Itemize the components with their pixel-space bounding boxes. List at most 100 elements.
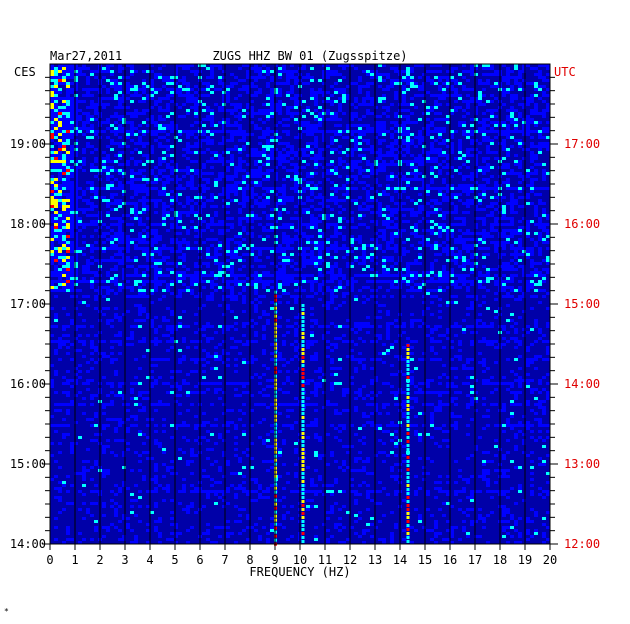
spectrogram-cell (518, 247, 522, 250)
spectrogram-cell (74, 259, 78, 262)
spectrogram-cell (342, 226, 346, 229)
spectrogram-cell (82, 88, 86, 91)
spectrogram-cell (306, 211, 310, 214)
spectrogram-cell (462, 202, 466, 205)
spectrogram-cell (306, 142, 310, 145)
spectrogram-cell (354, 259, 358, 262)
spectrogram-cell (94, 130, 98, 133)
spectrogram-cell (242, 196, 246, 199)
spectrogram-cell (418, 211, 422, 214)
spectrogram-cell (450, 283, 454, 286)
spectrogram-cell (50, 115, 54, 118)
spectrogram-cell (162, 136, 166, 139)
spectrogram-cell (366, 142, 370, 145)
spectrogram-cell (66, 325, 70, 328)
spectrogram-cell (426, 118, 430, 121)
spectrogram-cell (294, 175, 298, 178)
spectrogram-cell (74, 253, 78, 256)
spectrogram-cell (526, 289, 530, 292)
spectrogram-cell (434, 70, 438, 73)
spectrogram-cell (122, 232, 126, 235)
spectrogram-cell (350, 238, 354, 241)
spectrogram-cell (390, 154, 394, 157)
spectrogram-cell (254, 124, 258, 127)
spectrogram-cell (402, 109, 406, 112)
spectrogram-cell (338, 157, 342, 160)
spectrogram-cell (310, 241, 314, 244)
spectrogram-cell (102, 196, 106, 199)
spectrogram-cell (290, 106, 294, 109)
spectrogram-cell (422, 283, 426, 286)
spectrogram-cell (114, 235, 118, 238)
spectrogram-cell (510, 265, 514, 268)
spectrogram-cell (290, 280, 294, 283)
spectrogram-cell (86, 79, 90, 82)
spectrogram-cell (174, 178, 178, 181)
spectrogram-cell (210, 115, 214, 118)
spectrogram-cell (518, 232, 522, 235)
spectrogram-cell (346, 85, 350, 88)
spectrogram-cell (446, 118, 450, 121)
spectrogram-cell (410, 289, 414, 292)
spectrogram-cell (386, 208, 390, 211)
spectrogram-cell (242, 286, 246, 289)
spectrogram-cell (102, 67, 106, 70)
spectrogram-cell (210, 256, 214, 259)
spectrogram-cell (270, 250, 274, 253)
spectrogram-cell (166, 106, 170, 109)
spectrogram-cell (334, 265, 338, 268)
spectrogram-cell (326, 199, 330, 202)
spectrogram-cell (322, 214, 326, 217)
spectrogram-cell (442, 226, 446, 229)
spectrogram-cell (202, 151, 206, 154)
spectrogram-cell (94, 307, 98, 310)
spectrogram-cell (294, 205, 298, 208)
spectrogram-cell (530, 145, 534, 148)
spectrogram-cell (294, 106, 298, 109)
spectrogram-cell (430, 280, 434, 283)
spectrogram-cell (58, 283, 62, 286)
spectrogram-cell (542, 64, 546, 67)
spectrogram-cell (118, 64, 122, 67)
spectrogram-cell (182, 283, 186, 286)
spectrogram-cell (218, 241, 222, 244)
spectrogram-cell (94, 229, 98, 232)
spectrogram-cell (170, 271, 174, 274)
spectrogram-cell (318, 232, 322, 235)
spectrogram-cell (102, 232, 106, 235)
spectrogram-cell (210, 118, 214, 121)
spectrogram-cell (274, 220, 278, 223)
spectrogram-cell (522, 133, 526, 136)
spectrogram-cell (342, 64, 346, 67)
spectrogram-cell (102, 241, 106, 244)
spectrogram-cell (170, 250, 174, 253)
spectrogram-cell (546, 229, 550, 232)
spectrogram-cell (170, 241, 174, 244)
spectrogram-cell (78, 220, 82, 223)
spectrogram-cell (466, 103, 470, 106)
spectrogram-cell (542, 79, 546, 82)
spectrogram-cell (70, 232, 74, 235)
spectrogram-cell (110, 196, 114, 199)
spectrogram-cell (546, 256, 550, 259)
spectrogram-cell (250, 280, 254, 283)
spectrogram-cell (250, 253, 254, 256)
spectrogram-cell (70, 262, 74, 265)
spectrogram-cell (150, 301, 154, 304)
spectrogram-cell (70, 184, 74, 187)
spectrogram-cell (506, 127, 510, 130)
spectrogram-cell (218, 154, 222, 157)
spectrogram-cell (346, 265, 350, 268)
spectrogram-cell (158, 97, 162, 100)
spectrogram-cell (74, 169, 78, 172)
spectrogram-cell (134, 319, 138, 322)
spectrogram-cell (194, 70, 198, 73)
spectrogram-cell (206, 106, 210, 109)
spectrogram-cell (214, 88, 218, 91)
spectrogram-cell (446, 187, 450, 190)
spectrogram-cell (58, 280, 62, 283)
spectrogram-cell (178, 133, 182, 136)
spectrogram-cell (342, 187, 346, 190)
spectrogram-cell (330, 271, 334, 274)
spectrogram-cell (86, 94, 90, 97)
